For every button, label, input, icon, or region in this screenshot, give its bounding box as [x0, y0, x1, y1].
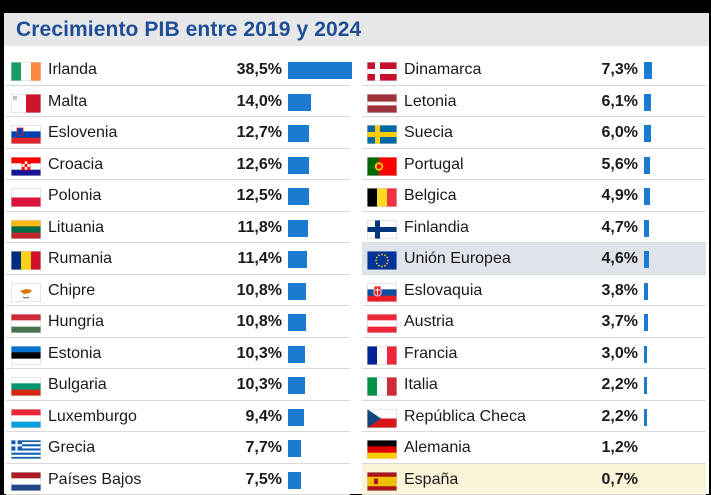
value-bar [644, 283, 648, 300]
chart-card: Crecimiento PIB entre 2019 y 2024 Irland… [4, 13, 709, 494]
value-bar [288, 188, 309, 205]
value-label: 7,3% [362, 60, 638, 80]
value-label: 10,3% [6, 344, 282, 364]
value-bar [288, 409, 304, 426]
value-bar [644, 94, 651, 111]
value-bar [644, 409, 647, 426]
value-label: 12,6% [6, 155, 282, 175]
value-bar [288, 251, 307, 268]
value-bar [644, 251, 649, 268]
value-bar [644, 220, 649, 237]
value-bar [644, 125, 651, 142]
value-label: 10,3% [6, 375, 282, 395]
value-bar [288, 94, 311, 111]
value-label: 5,6% [362, 155, 638, 175]
value-label: 11,4% [6, 249, 282, 269]
value-label: 38,5% [6, 60, 282, 80]
value-bar [288, 346, 305, 363]
value-label: 9,4% [6, 407, 282, 427]
value-bar [288, 62, 352, 79]
value-bar [644, 188, 650, 205]
value-label: 2,2% [362, 407, 638, 427]
title-bar: Crecimiento PIB entre 2019 y 2024 [4, 13, 709, 46]
value-bar [644, 62, 652, 79]
value-label: 12,7% [6, 123, 282, 143]
value-bar [288, 314, 306, 331]
value-label: 4,9% [362, 186, 638, 206]
value-bar [644, 157, 650, 174]
value-bar [288, 377, 305, 394]
chart-title: Crecimiento PIB entre 2019 y 2024 [16, 16, 361, 43]
value-bar [288, 220, 308, 237]
value-label: 6,1% [362, 92, 638, 112]
value-label: 4,7% [362, 218, 638, 238]
value-bar [288, 472, 301, 489]
value-label: 11,8% [6, 218, 282, 238]
value-label: 4,6% [362, 249, 638, 269]
value-label: 12,5% [6, 186, 282, 206]
value-label: 3,0% [362, 344, 638, 364]
value-label: 7,5% [6, 470, 282, 490]
value-label: 7,7% [6, 438, 282, 458]
value-bar [288, 283, 306, 300]
value-bar [288, 157, 309, 174]
value-label: 14,0% [6, 92, 282, 112]
value-label: 3,8% [362, 281, 638, 301]
value-bar [644, 377, 647, 394]
value-label: 3,7% [362, 312, 638, 332]
value-label: 0,7% [362, 470, 638, 490]
value-label: 2,2% [362, 375, 638, 395]
value-bar [288, 125, 309, 142]
value-bar [644, 346, 647, 363]
value-bar [644, 314, 648, 331]
value-label: 10,8% [6, 312, 282, 332]
value-label: 6,0% [362, 123, 638, 143]
value-label: 1,2% [362, 438, 638, 458]
value-bar [288, 440, 301, 457]
value-label: 10,8% [6, 281, 282, 301]
